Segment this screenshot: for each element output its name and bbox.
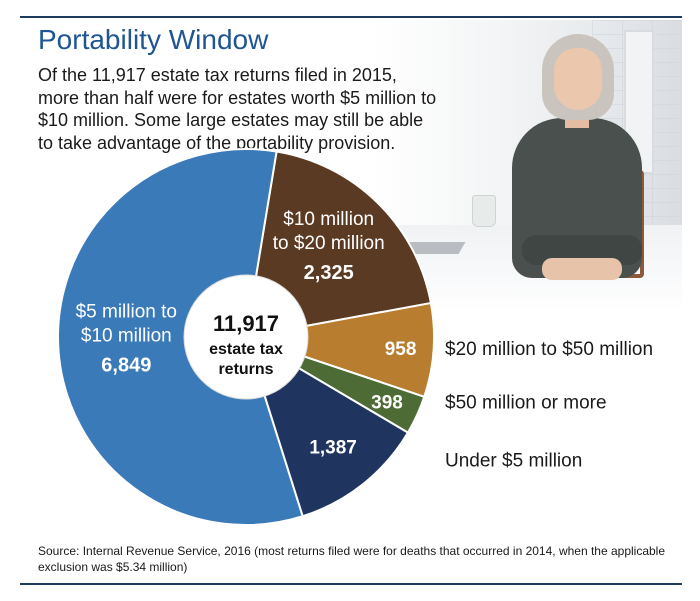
center-caption-line2: returns bbox=[218, 361, 273, 378]
slice-category-label: $20 million to $50 million bbox=[445, 339, 653, 360]
slice-category-label: $10 million bbox=[283, 209, 374, 230]
pie-slice bbox=[245, 301, 435, 399]
slice-category-label: $5 million to bbox=[76, 302, 177, 323]
center-total-value: 11,917 bbox=[213, 311, 279, 336]
slice-category-label: $50 million or more bbox=[445, 392, 607, 413]
slice-value-label: 398 bbox=[371, 392, 403, 413]
center-hole bbox=[183, 274, 309, 400]
slice-value-label: 2,325 bbox=[304, 262, 354, 284]
slice-category-label: Under $5 million bbox=[445, 451, 582, 472]
slice-category-label: $10 million bbox=[81, 326, 172, 347]
intro-text: Of the 11,917 estate tax returns filed i… bbox=[38, 65, 437, 153]
pie-slice bbox=[57, 148, 304, 526]
pie-slice bbox=[244, 150, 433, 339]
slice-value-label: 1,387 bbox=[309, 438, 357, 459]
slice-value-label: 958 bbox=[385, 339, 417, 360]
slice-category-label: to $20 million bbox=[273, 233, 385, 254]
top-rule bbox=[20, 16, 682, 18]
center-caption-line1: estate tax bbox=[209, 341, 283, 358]
slice-value-label: 6,849 bbox=[101, 355, 151, 377]
bottom-rule bbox=[20, 583, 682, 585]
woman-photo bbox=[372, 20, 682, 310]
source-note: Source: Internal Revenue Service, 2016 (… bbox=[38, 544, 666, 574]
page-title: Portability Window bbox=[38, 24, 269, 55]
